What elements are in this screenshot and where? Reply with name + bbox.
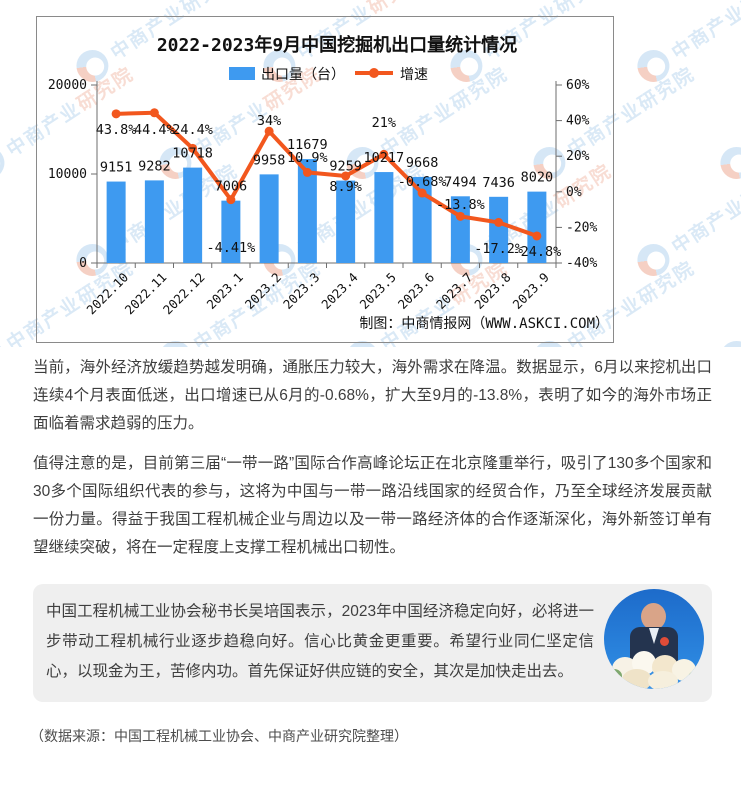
svg-text:7436: 7436 [482,175,515,191]
askci-watermark: 中商产业研究院 [631,0,741,89]
askci-logo-icon [631,237,676,283]
svg-text:8.9%: 8.9% [329,179,362,195]
svg-text:10000: 10000 [48,167,87,182]
svg-text:24.4%: 24.4% [172,122,213,138]
svg-text:9668: 9668 [406,155,439,171]
askci-logo-icon [0,140,11,186]
svg-text:21%: 21% [372,115,396,131]
svg-text:-20%: -20% [566,220,597,235]
askci-watermark: 中商产业研究院 [714,251,741,347]
excavator-export-chart: 2022-2023年9月中国挖掘机出口量统计情况出口量（台） 增速 20000 100… [36,16,614,343]
svg-text:制图：中商情报网（WWW.ASKCI.COM）: 制图：中商情报网（WWW.ASKCI.COM） [359,316,609,332]
svg-text:2023.7: 2023.7 [433,270,476,313]
svg-text:11679: 11679 [287,137,328,153]
svg-text:2023.8: 2023.8 [471,270,514,313]
speaker-head [641,603,666,630]
askci-watermark: 中商产业研究院 [714,57,741,186]
svg-text:20000: 20000 [48,78,87,93]
svg-text:-24.8%: -24.8% [512,244,561,260]
svg-text:40%: 40% [566,114,590,129]
quote-text: 中国工程机械工业协会秘书长吴培国表示，2023年中国经济稳定向好，必将进一步带动… [46,603,594,680]
data-source-note: （数据来源：中国工程机械工业协会、中商产业研究院整理） [30,728,408,744]
svg-text:10.9%: 10.9% [287,150,328,166]
speaker-corsage [660,637,669,646]
askci-logo-icon [631,43,676,89]
svg-text:20%: 20% [566,149,590,164]
askci-watermark: 中商产业研究院 [631,154,741,283]
svg-text:出口量（台）: 出口量（台） [261,67,345,83]
svg-text:44.4%: 44.4% [134,122,175,138]
svg-text:2023.1: 2023.1 [203,270,246,313]
speaker-photo [604,589,704,689]
paragraph-overseas-demand: 当前，海外经济放缓趋势越发明确，通胀压力较大，海外需求在降温。数据显示，6月以来… [33,359,712,432]
article-body: 当前，海外经济放缓趋势越发明确，通胀压力较大，海外需求在降温。数据显示，6月以来… [0,354,741,562]
svg-text:2023.4: 2023.4 [318,270,361,313]
svg-text:2022-2023年9月中国挖掘机出口量统计情况: 2022-2023年9月中国挖掘机出口量统计情况 [157,34,517,56]
svg-text:2023.9: 2023.9 [509,270,552,313]
paragraph-belt-and-road: 值得注意的是，目前第三届“一带一路”国际合作高峰论坛正在北京隆重举行，吸引了13… [33,455,712,556]
svg-text:增速: 增速 [400,67,428,83]
svg-text:0%: 0% [566,185,582,200]
svg-text:7006: 7006 [215,179,248,195]
svg-text:0: 0 [79,256,87,271]
chart-figure: 中商产业研究院中商产业研究院中商产业研究院中商产业研究院中商产业研究院中商产业研… [0,0,741,347]
svg-text:2023.3: 2023.3 [280,270,323,313]
svg-text:10718: 10718 [172,146,213,162]
svg-text:43.8%: 43.8% [96,122,137,138]
svg-text:10217: 10217 [364,150,405,166]
svg-text:2023.5: 2023.5 [356,270,399,313]
svg-text:34%: 34% [257,113,281,129]
svg-text:-0.68%: -0.68% [398,174,447,190]
svg-text:9259: 9259 [329,159,362,175]
svg-text:9958: 9958 [253,152,286,168]
svg-text:9151: 9151 [100,160,133,176]
svg-text:2023.2: 2023.2 [242,270,285,313]
svg-text:-40%: -40% [566,256,597,271]
svg-text:-13.8%: -13.8% [436,197,485,213]
askci-logo-icon [714,140,741,186]
quote-box: 中国工程机械工业协会秘书长吴培国表示，2023年中国经济稳定向好，必将进一步带动… [33,584,712,702]
svg-text:60%: 60% [566,78,590,93]
svg-text:2023.6: 2023.6 [395,270,438,313]
askci-logo-icon [714,334,741,347]
svg-text:9282: 9282 [138,158,171,174]
askci-logo-icon [0,334,11,347]
svg-text:-17.2%: -17.2% [474,241,523,257]
speaker-shirt [649,628,659,644]
svg-text:2022.12: 2022.12 [160,270,208,318]
svg-text:-4.41%: -4.41% [206,240,255,256]
svg-text:7494: 7494 [444,174,477,190]
svg-text:8020: 8020 [521,170,554,186]
